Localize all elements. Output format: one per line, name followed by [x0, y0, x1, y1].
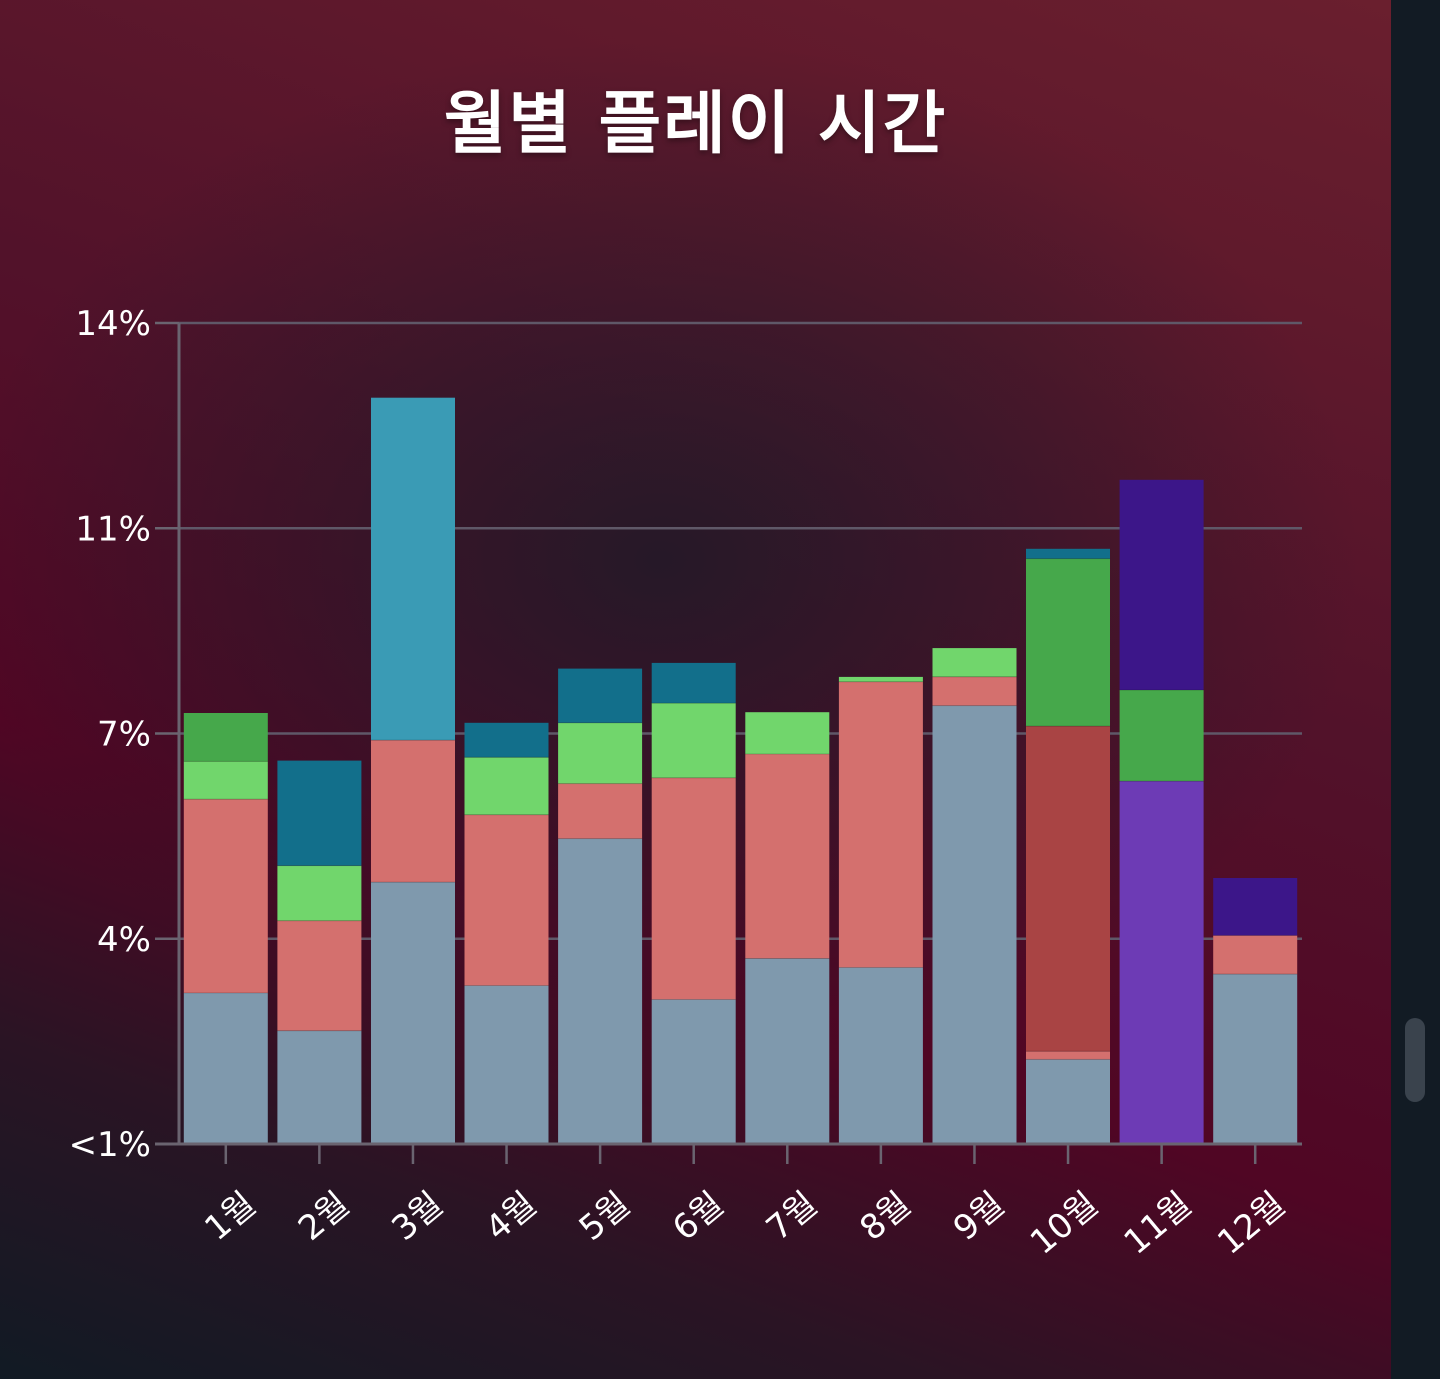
- bar-segment[interactable]: [745, 754, 830, 959]
- x-tick-label: 7월: [759, 1184, 825, 1249]
- x-tick-label: 8월: [852, 1184, 918, 1249]
- bar-segment[interactable]: [1213, 935, 1298, 975]
- chart-title: 월별 플레이 시간: [443, 85, 948, 164]
- bar-segment[interactable]: [932, 705, 1017, 1144]
- x-tick-label: 2월: [291, 1184, 357, 1249]
- bar-segment[interactable]: [1026, 726, 1110, 1052]
- scrollbar-thumb[interactable]: [1405, 1018, 1425, 1102]
- bar-segment[interactable]: [1119, 690, 1204, 782]
- bar-segment[interactable]: [464, 814, 549, 986]
- y-tick-label: 7%: [97, 715, 151, 755]
- x-tick-label: 6월: [665, 1184, 731, 1249]
- bar-segment[interactable]: [183, 799, 268, 993]
- bar-segment[interactable]: [464, 985, 549, 1145]
- bar-segment[interactable]: [558, 668, 643, 723]
- bar-segment[interactable]: [838, 681, 923, 968]
- x-tick-label: 10월: [1023, 1184, 1106, 1263]
- x-tick-label: 9월: [946, 1184, 1012, 1249]
- y-tick-label: <1%: [69, 1125, 151, 1165]
- x-tick-label: 4월: [478, 1184, 544, 1249]
- stacked-bar-chart: <1% 4% 7% 11% 14% 1월 2월 3월 4월 5월 6월 7월 8월 9월 10월 11월 12월: [69, 304, 1302, 1263]
- bar-segment[interactable]: [1026, 1051, 1110, 1060]
- bar-segment[interactable]: [932, 676, 1017, 706]
- bar-segment[interactable]: [464, 722, 549, 758]
- y-tick-label: 11%: [75, 509, 151, 549]
- bar-segment[interactable]: [651, 662, 736, 704]
- bar-segment[interactable]: [277, 1030, 362, 1144]
- bar-segment[interactable]: [558, 722, 643, 784]
- y-tick-label: 4%: [97, 920, 151, 960]
- bar-segment[interactable]: [558, 838, 643, 1144]
- bar-segment[interactable]: [558, 783, 643, 839]
- bar-segment[interactable]: [371, 740, 455, 883]
- bar-segment[interactable]: [1026, 548, 1110, 559]
- bar-segment[interactable]: [1213, 974, 1298, 1144]
- bar-segment[interactable]: [1119, 479, 1204, 690]
- bar-segment[interactable]: [464, 757, 549, 815]
- bar-segment[interactable]: [651, 999, 736, 1145]
- bar-segment[interactable]: [838, 676, 923, 682]
- x-tick-label: 3월: [384, 1184, 450, 1249]
- bar-segment[interactable]: [1026, 1059, 1110, 1144]
- bar-segment[interactable]: [277, 920, 362, 1031]
- bar-segment[interactable]: [932, 648, 1017, 677]
- bar-segment[interactable]: [745, 958, 830, 1145]
- bar-segment[interactable]: [1213, 878, 1298, 936]
- bar-segment[interactable]: [838, 967, 923, 1145]
- bar-segment[interactable]: [277, 760, 362, 866]
- bar-segment[interactable]: [183, 992, 268, 1144]
- bar-segment[interactable]: [1026, 558, 1110, 727]
- bar-segment[interactable]: [1119, 781, 1204, 1144]
- bar-segment[interactable]: [651, 703, 736, 778]
- x-tick-label: 5월: [572, 1184, 638, 1249]
- bar-segment[interactable]: [371, 397, 455, 741]
- bar-segment[interactable]: [183, 761, 268, 800]
- x-tick-label: 1월: [197, 1184, 263, 1249]
- bar-segment[interactable]: [651, 777, 736, 1000]
- scrollbar-track[interactable]: [1391, 0, 1440, 1379]
- bar-segment[interactable]: [183, 713, 268, 762]
- bar-segment[interactable]: [745, 712, 830, 755]
- bar-segment[interactable]: [371, 882, 455, 1144]
- x-tick-label: 11월: [1117, 1184, 1200, 1263]
- y-tick-label: 14%: [75, 304, 151, 344]
- x-tick-label: 12월: [1210, 1184, 1293, 1263]
- bar-segment[interactable]: [277, 865, 362, 921]
